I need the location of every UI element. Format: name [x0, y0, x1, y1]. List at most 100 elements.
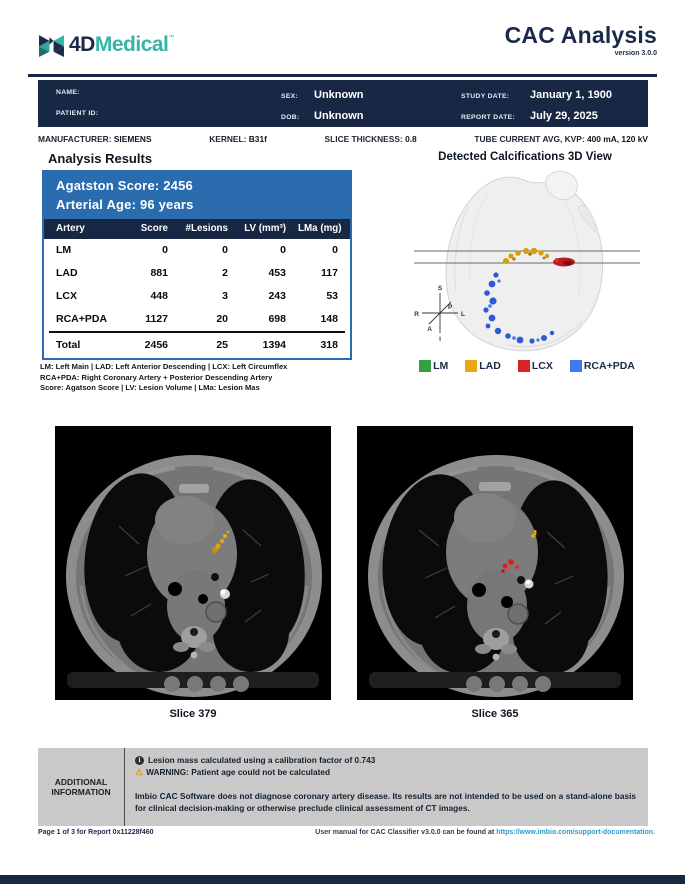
row-lv: 243	[268, 290, 286, 302]
footnote-line: RCA+PDA: Right Coronary Artery + Posteri…	[40, 372, 273, 382]
additional-info-label: ADDITIONAL INFORMATION	[51, 777, 111, 797]
report-date-value: July 29, 2025	[530, 110, 598, 122]
calibration-note-text: Lesion mass calculated using a calibrati…	[148, 755, 376, 765]
row-lma: 53	[326, 290, 338, 302]
total-divider	[49, 331, 345, 333]
page-title: CAC Analysis	[504, 22, 657, 48]
slice-thickness-label: SLICE THICKNESS:	[324, 134, 403, 144]
col-header-score: Score	[140, 223, 168, 234]
slice-thickness-param: SLICE THICKNESS: 0.8	[325, 134, 417, 144]
col-header-artery: Artery	[56, 223, 85, 234]
row-lv: 0	[280, 244, 286, 256]
results-table-header: Artery Score #Lesions LV (mm³) LMa (mg)	[44, 219, 350, 239]
logo-trademark: ™	[168, 34, 175, 41]
patient-info-bar: NAME: PATIENT ID: SEX: Unknown DOB: Unknow…	[38, 80, 648, 127]
orientation-l: L	[461, 311, 465, 318]
heart-3d-view: S I R L P A	[414, 170, 640, 352]
patient-col-identity: NAME: PATIENT ID:	[56, 89, 281, 131]
total-score: 2456	[144, 339, 168, 351]
row-lma: 0	[332, 244, 338, 256]
agatston-score-box: Agatston Score: 2456 Arterial Age: 96 ye…	[44, 172, 350, 219]
disclaimer-text: Imbio CAC Software does not diagnose cor…	[135, 791, 636, 813]
tube-current-value: 400 mA, 120 kV	[586, 134, 648, 144]
tube-current-label: TUBE CURRENT AVG, KVP:	[474, 134, 585, 144]
ct-axial-illustration	[357, 426, 633, 700]
report-date-label: REPORT DATE:	[461, 114, 516, 121]
logo-text: 4DMedical™	[69, 33, 174, 57]
manufacturer-param: MANUFACTURER: SIEMENS	[38, 134, 152, 144]
row-lesions: 0	[222, 244, 228, 256]
manual-footer: User manual for CAC Classifier v3.0.0 ca…	[315, 829, 655, 836]
additional-info-content: i Lesion mass calculated using a calibrat…	[125, 748, 648, 826]
slice-label-right: Slice 365	[471, 708, 519, 720]
name-label: NAME:	[56, 89, 80, 96]
total-lv: 1394	[262, 339, 286, 351]
warning-note-text: WARNING: Patient age could not be calcul…	[146, 767, 331, 777]
table-row: LCX 448 3 243 53	[44, 285, 350, 308]
heart-mesh	[445, 170, 604, 352]
agatston-score-line: Agatston Score: 2456	[56, 178, 193, 193]
table-footnotes: LM: Left Main | LAD: Left Anterior Desce…	[40, 362, 360, 394]
logo: 4DMedical™	[38, 31, 174, 58]
lad-mark-on-slice	[531, 530, 537, 538]
manufacturer-label: MANUFACTURER:	[38, 134, 112, 144]
table-row: RCA+PDA 1127 20 698 148	[44, 308, 350, 331]
additional-info-section: ADDITIONAL INFORMATION i Lesion mass calc…	[38, 748, 648, 826]
legend-label: LCX	[531, 360, 553, 372]
orientation-s: S	[438, 285, 443, 292]
tube-current-param: TUBE CURRENT AVG, KVP: 400 mA, 120 kV	[474, 134, 648, 144]
lad-calcification-marks	[503, 247, 550, 264]
total-lma: 318	[320, 339, 338, 351]
orientation-p: P	[448, 304, 453, 311]
lad-marks-on-slice	[212, 530, 230, 553]
row-score: 1127	[145, 313, 168, 325]
ct-axial-illustration	[55, 426, 331, 700]
row-lma: 148	[320, 313, 338, 325]
calibration-note: i Lesion mass calculated using a calibrat…	[135, 754, 636, 766]
row-score: 448	[150, 290, 168, 302]
warning-icon: ⚠	[135, 766, 144, 777]
view3d-heading: Detected Calcifications 3D View	[438, 151, 612, 163]
row-score: 881	[150, 267, 168, 279]
row-lesions: 3	[222, 290, 228, 302]
rca-calcification-marks	[483, 272, 555, 344]
analysis-results-panel: Agatston Score: 2456 Arterial Age: 96 ye…	[42, 170, 352, 360]
patient-id-label: PATIENT ID:	[56, 110, 99, 117]
orientation-a: A	[427, 326, 432, 333]
additional-info-divider	[124, 748, 125, 826]
footnote-line: LM: Left Main | LAD: Left Anterior Desce…	[40, 362, 288, 371]
row-lv: 698	[268, 313, 286, 325]
row-artery: RCA+PDA	[56, 313, 108, 325]
lm-swatch-icon	[419, 360, 432, 372]
table-row: LAD 881 2 453 117	[44, 262, 350, 285]
row-artery: LM	[56, 244, 72, 256]
kernel-param: KERNEL: B31f	[209, 134, 267, 144]
sex-label: SEX:	[281, 93, 299, 100]
ct-slice-image-379	[55, 426, 331, 700]
analysis-results-heading: Analysis Results	[48, 151, 153, 166]
kernel-value: B31f	[248, 134, 267, 144]
total-lesions: 25	[216, 339, 228, 351]
table-total-row: Total 2456 25 1394 318	[44, 333, 350, 358]
patient-col-demographics: SEX: Unknown DOB: Unknown	[281, 89, 461, 131]
ct-slice-image-365	[357, 426, 633, 700]
row-lesions: 20	[216, 313, 228, 325]
row-artery: LAD	[56, 267, 78, 279]
legend-label: RCA+PDA	[583, 360, 635, 372]
slice-label-left: Slice 379	[169, 708, 217, 720]
orientation-gizmo	[422, 293, 458, 333]
row-lma: 117	[321, 267, 338, 279]
info-icon: i	[135, 755, 144, 765]
legend-item-lcx: LCX	[517, 360, 553, 372]
manufacturer-value: SIEMENS	[113, 134, 152, 144]
logo-pinwheel-icon	[39, 35, 64, 57]
patient-col-dates: STUDY DATE: January 1, 1900 REPORT DATE: J…	[461, 89, 648, 131]
title-block: CAC Analysis version 3.0.0	[505, 22, 657, 57]
page-number: Page 1 of 3 for Report 0x11228f460	[38, 829, 154, 836]
manual-link[interactable]: https://www.imbio.com/support-documentat…	[496, 829, 655, 836]
lcx-marks-on-slice	[501, 559, 519, 573]
slice-thickness-value: 0.8	[405, 134, 417, 144]
legend-label: LM	[433, 360, 449, 372]
row-lv: 453	[268, 267, 286, 279]
